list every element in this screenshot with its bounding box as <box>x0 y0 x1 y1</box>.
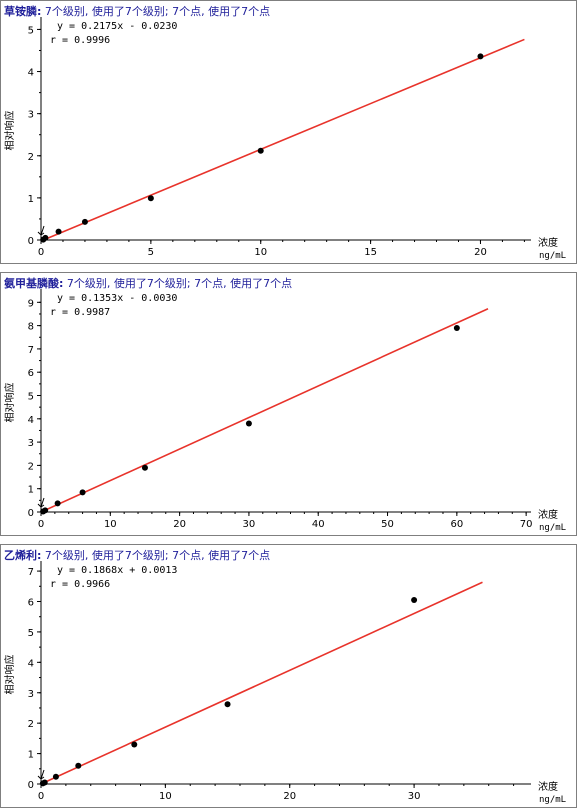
y-tick-label: 6 <box>28 368 34 379</box>
y-tick-label: 4 <box>28 68 34 79</box>
y-axis-label: 相对响应 <box>3 655 16 695</box>
y-tick-label: 1 <box>28 750 34 761</box>
data-point <box>54 500 61 507</box>
calibration-chart-ethephon: 乙烯利: 7个级别, 使用了7个级别; 7个点, 使用了7个点 y = 0.186… <box>3 548 566 805</box>
x-axis-label: 浓度 <box>538 508 558 521</box>
y-axis-label: 相对响应 <box>3 111 16 151</box>
calibration-chart-glufosinate: 草铵膦: 7个级别, 使用了7个级别; 7个点, 使用了7个点 y = 0.217… <box>3 4 566 261</box>
data-point <box>453 324 460 331</box>
x-tick-label: 60 <box>450 519 463 530</box>
x-tick-label: 10 <box>254 247 267 258</box>
x-axis-label: 浓度 <box>538 236 558 249</box>
x-tick-label: 0 <box>38 791 44 802</box>
data-point <box>41 779 48 786</box>
x-tick-label: 0 <box>38 519 44 530</box>
data-point <box>42 234 49 241</box>
x-axis-label: 浓度 <box>538 780 558 793</box>
regression-equation: y = 0.1868x + 0.0013 <box>57 565 177 576</box>
y-tick-label: 5 <box>28 392 34 403</box>
data-point <box>55 228 62 235</box>
x-axis-unit: ng/mL <box>539 251 566 261</box>
correlation-coefficient: r = 0.9966 <box>50 579 110 590</box>
y-tick-label: 9 <box>28 298 34 309</box>
regression-line <box>40 308 489 513</box>
calibration-chart-ampa: 氨甲基膦酸: 7个级别, 使用了7个级别; 7个点, 使用了7个点 y = 0.1… <box>3 276 566 533</box>
x-tick-label: 70 <box>520 519 533 530</box>
y-tick-label: 0 <box>28 508 34 519</box>
regression-line <box>40 38 525 242</box>
chart-title: 氨甲基膦酸: 7个级别, 使用了7个级别; 7个点, 使用了7个点 <box>4 276 292 290</box>
y-tick-label: 4 <box>28 658 34 669</box>
calibration-panel-ampa: 氨甲基膦酸: 7个级别, 使用了7个级别; 7个点, 使用了7个点 y = 0.1… <box>0 272 577 536</box>
x-axis-unit: ng/mL <box>539 523 566 533</box>
y-tick-label: 5 <box>28 628 34 639</box>
data-point <box>75 762 82 769</box>
y-tick-label: 2 <box>28 719 34 730</box>
x-axis-unit: ng/mL <box>539 795 566 805</box>
y-tick-label: 7 <box>28 345 34 356</box>
x-tick-label: 40 <box>312 519 325 530</box>
x-tick-label: 50 <box>381 519 394 530</box>
chart-title: 乙烯利: 7个级别, 使用了7个级别; 7个点, 使用了7个点 <box>4 548 270 562</box>
y-tick-label: 0 <box>28 236 34 247</box>
y-tick-label: 6 <box>28 598 34 609</box>
x-tick-label: 10 <box>104 519 117 530</box>
y-tick-label: 7 <box>28 567 34 578</box>
y-tick-label: 2 <box>28 152 34 163</box>
x-tick-label: 20 <box>173 519 186 530</box>
y-tick-label: 1 <box>28 485 34 496</box>
x-tick-label: 15 <box>364 247 377 258</box>
y-tick-label: 0 <box>28 780 34 791</box>
data-point <box>131 741 138 748</box>
correlation-coefficient: r = 0.9987 <box>50 307 110 318</box>
data-point <box>52 773 59 780</box>
origin-arrow-marker <box>37 769 45 780</box>
regression-line <box>40 581 483 785</box>
x-tick-label: 10 <box>159 791 172 802</box>
data-point <box>245 420 252 427</box>
data-point <box>477 53 484 60</box>
regression-equation: y = 0.2175x - 0.0230 <box>57 21 177 32</box>
y-tick-label: 3 <box>28 689 34 700</box>
regression-equation: y = 0.1353x - 0.0030 <box>57 293 177 304</box>
data-point <box>79 489 86 496</box>
y-tick-label: 5 <box>28 25 34 36</box>
y-tick-label: 1 <box>28 194 34 205</box>
x-tick-label: 0 <box>38 247 44 258</box>
data-point <box>257 147 264 154</box>
y-tick-label: 2 <box>28 461 34 472</box>
x-tick-label: 5 <box>148 247 154 258</box>
correlation-coefficient: r = 0.9996 <box>50 35 110 46</box>
x-tick-label: 20 <box>283 791 296 802</box>
y-tick-label: 3 <box>28 110 34 121</box>
y-tick-label: 4 <box>28 415 34 426</box>
data-point <box>224 701 231 708</box>
origin-arrow-marker <box>37 497 45 508</box>
x-tick-label: 30 <box>243 519 256 530</box>
x-tick-label: 20 <box>474 247 487 258</box>
data-point <box>141 464 148 471</box>
data-point <box>81 218 88 225</box>
y-axis-label: 相对响应 <box>3 383 16 423</box>
calibration-panel-glufosinate: 草铵膦: 7个级别, 使用了7个级别; 7个点, 使用了7个点 y = 0.217… <box>0 0 577 264</box>
chart-title: 草铵膦: 7个级别, 使用了7个级别; 7个点, 使用了7个点 <box>4 4 270 18</box>
data-point <box>42 507 49 514</box>
calibration-panel-ethephon: 乙烯利: 7个级别, 使用了7个级别; 7个点, 使用了7个点 y = 0.186… <box>0 544 577 808</box>
x-tick-label: 30 <box>408 791 421 802</box>
y-tick-label: 8 <box>28 322 34 333</box>
y-tick-label: 3 <box>28 438 34 449</box>
data-point <box>411 596 418 603</box>
data-point <box>147 195 154 202</box>
origin-arrow-marker <box>37 225 45 236</box>
